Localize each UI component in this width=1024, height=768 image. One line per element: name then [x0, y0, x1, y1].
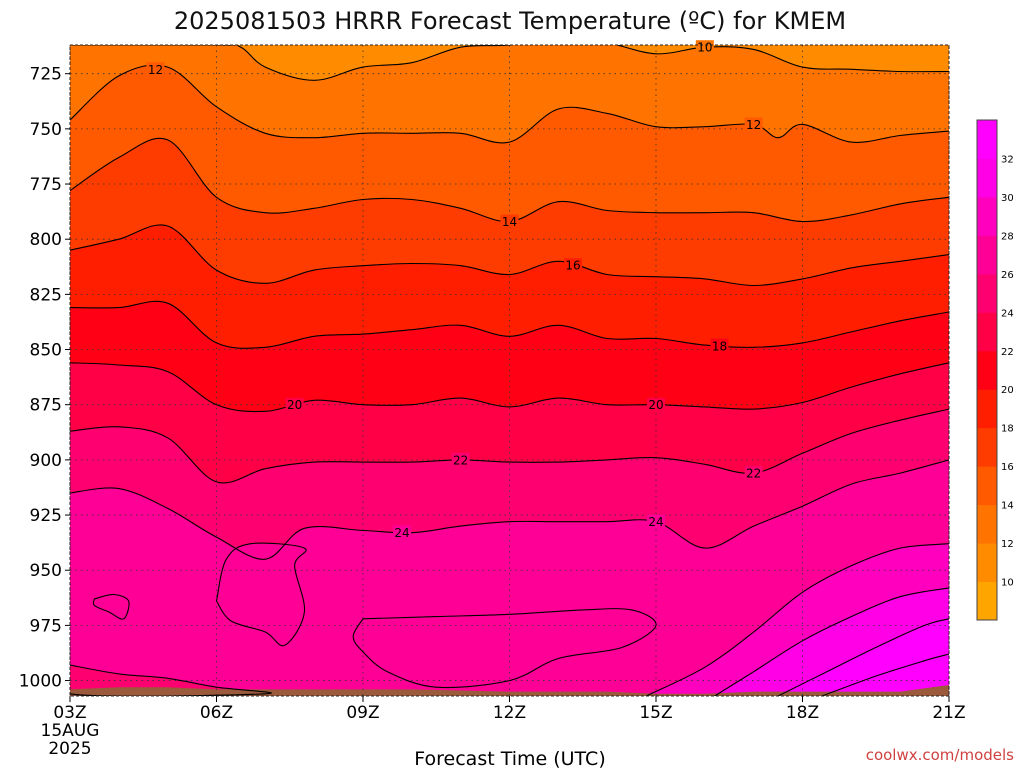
- contour-16: [70, 224, 949, 287]
- contour-label-bg-10-0: [695, 40, 714, 54]
- contour-10: [70, 45, 949, 81]
- contour-label-bg-18-0: [710, 338, 729, 352]
- x-tick-label-1: 06Z: [200, 703, 233, 723]
- colorbar-tick-label-12: 12: [1001, 539, 1014, 550]
- colorbar-tick-label-28: 28: [1001, 231, 1014, 242]
- contour-labels: 10 12 12 14 16 18 20 20 22 22 24 24: [146, 40, 763, 540]
- chart-title: 2025081503 HRRR Forecast Temperature (ºC…: [174, 7, 846, 35]
- contour-closed-26: [215, 542, 307, 647]
- warm-region-fill: [93, 594, 130, 620]
- y-tick-label-925: 925: [30, 506, 62, 526]
- contour-label-bg-20-0: [285, 397, 304, 411]
- y-tick-label-950: 950: [30, 561, 62, 581]
- contour-label-22-1: 22: [746, 467, 761, 481]
- contour-label-22-0: 22: [453, 453, 468, 467]
- contour-label-bg-22-1: [744, 466, 763, 480]
- ground-fill: [70, 685, 949, 696]
- colorbar-bin-4: [977, 427, 997, 467]
- x-tick-label-0: 03Z: [53, 703, 86, 723]
- x-tick-label-6: 21Z: [932, 703, 965, 723]
- x-axis-title: Forecast Time (UTC): [414, 748, 605, 768]
- contour-label-bg-12-1: [744, 117, 763, 131]
- band-fill-above-32: [822, 654, 949, 696]
- colorbar-frame: [976, 119, 998, 621]
- contour-32: [821, 653, 949, 696]
- contour-label-24-1: 24: [648, 515, 663, 529]
- colorbar-tick-label-26: 26: [1001, 270, 1014, 281]
- contour-28: [714, 587, 949, 696]
- contour-24: [70, 459, 949, 560]
- x-tick-label-5: 18Z: [786, 703, 819, 723]
- contour-label-bg-22-0: [451, 452, 470, 466]
- contour-label-20-0: 20: [287, 398, 302, 412]
- y-tick-label-850: 850: [30, 341, 62, 361]
- colorbar-tick-label-14: 14: [1001, 501, 1014, 512]
- y-tick-label-900: 900: [30, 451, 62, 471]
- contour-30: [777, 618, 949, 696]
- colorbar-tick-label-24: 24: [1001, 308, 1014, 319]
- colorbar-tick-label-30: 30: [1001, 193, 1014, 204]
- colorbar-bin-11: [977, 158, 997, 198]
- contour-label-bg-12-0: [146, 62, 165, 76]
- contour-closed-26: [92, 593, 130, 620]
- y-tick-label-1000: 1000: [19, 672, 62, 692]
- y-tick-label-875: 875: [30, 396, 62, 416]
- x-first-year-label: 2025: [48, 739, 91, 759]
- colorbar-bin-3: [977, 466, 997, 506]
- colorbar-bin-8: [977, 273, 997, 313]
- y-tick-label-800: 800: [30, 230, 62, 250]
- colorbar-bin-1: [977, 543, 997, 583]
- colorbar-bin-10: [977, 196, 997, 236]
- contour-label-bg-24-0: [393, 525, 412, 539]
- colorbar-bin-6: [977, 350, 997, 390]
- contour-label-18-0: 18: [712, 339, 727, 353]
- x-first-date-label: 15AUG: [41, 721, 100, 741]
- contour-closed-24: [352, 608, 657, 689]
- colorbar-tick-label-20: 20: [1001, 385, 1014, 396]
- colorbar-bin-7: [977, 312, 997, 352]
- colorbar-tick-label-16: 16: [1001, 462, 1014, 473]
- contour-label-bg-16-0: [563, 258, 582, 272]
- contour-20: [70, 362, 949, 413]
- contour-label-14-0: 14: [502, 215, 517, 229]
- contour-label-12-0: 12: [148, 63, 163, 77]
- y-tick-label-775: 775: [30, 175, 62, 195]
- y-tick-label-975: 975: [30, 616, 62, 636]
- contour-12: [70, 64, 949, 144]
- colorbar-tick-label-18: 18: [1001, 424, 1014, 435]
- x-tick-label-4: 15Z: [639, 703, 672, 723]
- contour-label-16-0: 16: [565, 259, 580, 273]
- colorbar: 10 12 14 16 18 20 22 24 26 28 30 32: [976, 119, 1014, 621]
- warm-region-fill: [216, 543, 307, 646]
- colorbar-bin-12: [977, 120, 997, 159]
- contour-label-bg-20-1: [647, 397, 665, 411]
- contour-label-bg-24-1: [647, 514, 665, 528]
- y-tick-label-825: 825: [30, 285, 62, 305]
- grid-lines: [69, 45, 950, 696]
- contour-label-24-0: 24: [394, 526, 409, 540]
- colorbar-bin-5: [977, 389, 997, 429]
- colorbar-bin-0: [977, 581, 997, 621]
- colorbar-tick-label-22: 22: [1001, 347, 1014, 358]
- credit-text: coolwx.com/models: [866, 746, 1014, 764]
- contour-22: [70, 408, 949, 484]
- colorbar-tick-label-10: 10: [1001, 578, 1014, 589]
- y-tick-label-750: 750: [30, 120, 62, 140]
- contour-label-20-1: 20: [648, 398, 663, 412]
- colorbar-bin-2: [977, 504, 997, 544]
- x-tick-label-2: 09Z: [346, 703, 379, 723]
- y-axis: 725 750 775 800 825 850 875 900 925 950 975 1000: [19, 65, 70, 692]
- cool-region-fill: [353, 608, 657, 688]
- contour-label-12-1: 12: [746, 118, 761, 132]
- contour-18: [70, 300, 949, 349]
- colorbar-tick-label-32: 32: [1001, 154, 1014, 165]
- y-tick-label-725: 725: [30, 65, 62, 85]
- x-tick-label-3: 12Z: [493, 703, 526, 723]
- contour-label-bg-14-0: [500, 214, 519, 228]
- contour-label-10-0: 10: [697, 41, 712, 55]
- colorbar-bin-9: [977, 235, 997, 275]
- contour-26: [645, 543, 949, 696]
